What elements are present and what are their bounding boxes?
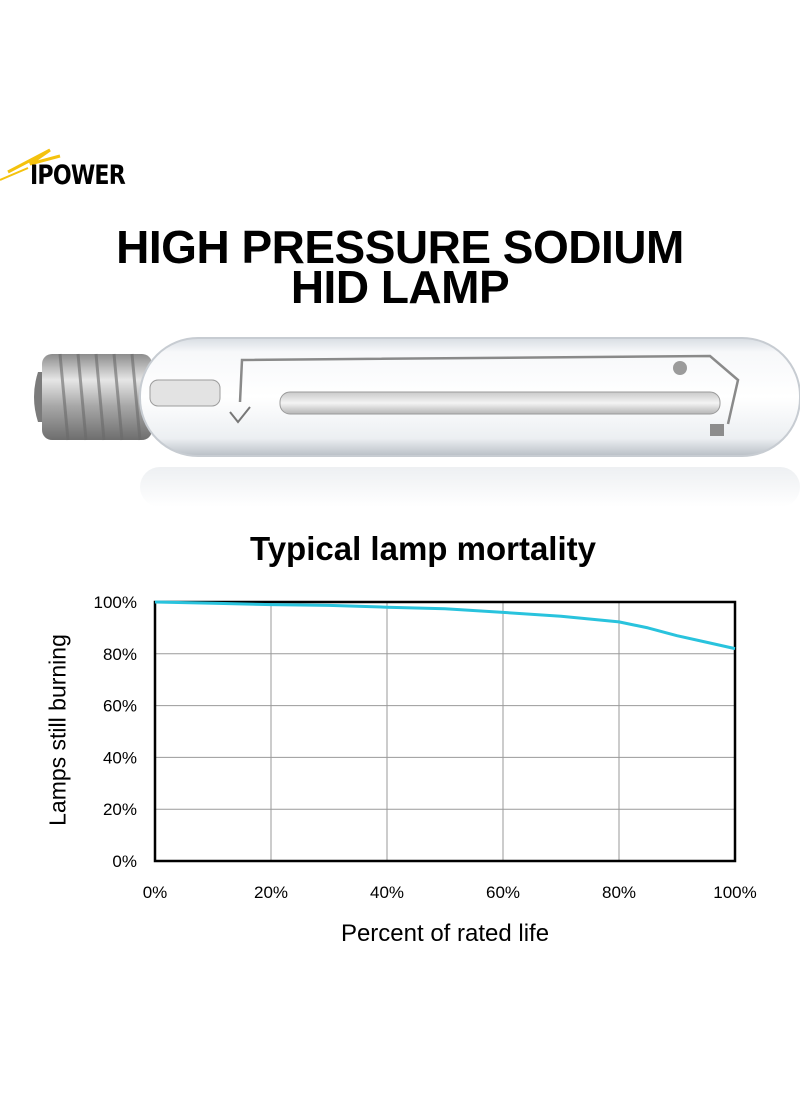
- lightning-bolt-icon: [0, 148, 61, 181]
- x-tick-label: 20%: [254, 883, 288, 902]
- hps-lamp-image: [34, 337, 800, 507]
- mortality-chart: 0% 20% 40% 60% 80% 100% 0% 20% 40% 60% 80% 100%: [94, 593, 757, 902]
- brand-logo-text: IPOWER: [30, 160, 126, 191]
- y-tick-label: 20%: [103, 800, 137, 819]
- headline-line-2: HID LAMP: [290, 261, 510, 313]
- x-tick-label: 80%: [602, 883, 636, 902]
- x-tick-label: 0%: [143, 883, 168, 902]
- headline-line-1: HIGH PRESSURE SODIUM: [116, 221, 684, 273]
- chart-title: Typical lamp mortality: [250, 530, 596, 567]
- series-line: [154, 600, 736, 651]
- plot-frame: [153, 600, 737, 863]
- y-tick-label: 80%: [103, 645, 137, 664]
- y-tick-label: 40%: [103, 748, 137, 767]
- x-tick-label: 100%: [713, 883, 756, 902]
- x-axis-label: Percent of rated life: [340, 920, 550, 947]
- y-tick-label: 0%: [112, 852, 137, 871]
- y-tick-label: 60%: [103, 697, 137, 716]
- x-tick-label: 60%: [486, 883, 520, 902]
- y-tick-label: 100%: [94, 593, 137, 612]
- x-tick-label: 40%: [370, 883, 404, 902]
